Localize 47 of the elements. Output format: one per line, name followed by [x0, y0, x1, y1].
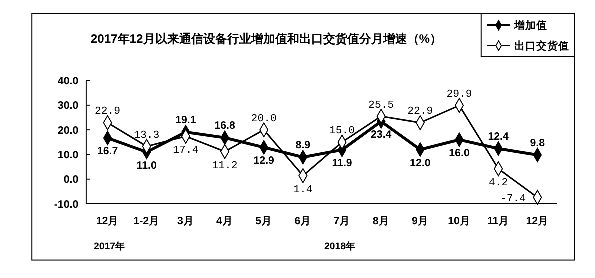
- data-label: 19.1: [176, 114, 196, 127]
- x-tick-label: 4月: [216, 215, 234, 228]
- data-label: 9.8: [530, 137, 546, 150]
- data-label: 11.2: [212, 160, 238, 172]
- data-label: 16.7: [97, 146, 118, 158]
- data-label: 16.8: [214, 120, 236, 132]
- data-label: 1.4: [294, 184, 313, 196]
- x-tick-label: 8月: [372, 215, 390, 228]
- x-tick-label: 6月: [294, 215, 312, 228]
- x-tick-label: 10月: [448, 215, 471, 228]
- y-tick-label: -10.0: [54, 198, 79, 211]
- data-label: 11.9: [332, 158, 352, 170]
- x-tick-label: 12月: [96, 215, 120, 228]
- legend-label: 出口交货值: [514, 40, 570, 53]
- data-label: 4.2: [488, 178, 508, 190]
- data-label: 20.0: [251, 113, 277, 126]
- data-label: 22.9: [408, 106, 434, 118]
- data-label: 11.0: [136, 160, 158, 172]
- x-tick-label: 12月: [526, 215, 550, 228]
- data-label: 12.9: [254, 155, 275, 168]
- x-tick-label: 9月: [412, 215, 429, 228]
- data-label: 25.5: [368, 100, 394, 112]
- data-label: 13.3: [134, 130, 160, 142]
- data-label: 12.0: [410, 157, 431, 170]
- y-tick-label: 30.0: [58, 100, 79, 112]
- y-tick-label: 10.0: [58, 149, 79, 162]
- data-label: 15.0: [329, 126, 356, 138]
- legend-label: 增加值: [513, 19, 548, 32]
- data-label: -7.4: [500, 193, 526, 206]
- y-tick-label: 40.0: [58, 76, 79, 88]
- data-label: 8.9: [296, 140, 311, 152]
- data-label: 16.0: [449, 147, 470, 160]
- text: 2018年: [324, 240, 356, 253]
- chart-title: 2017年12月以来通信设备行业增加值和出口交货值分月增速（%）: [90, 32, 442, 46]
- data-label: 17.4: [173, 144, 199, 157]
- x-tick-label: 3月: [177, 215, 194, 228]
- x-tick-label: 1-2月: [134, 215, 160, 228]
- y-tick-label: 0.0: [64, 174, 79, 186]
- x-tick-label: 11月: [487, 215, 510, 228]
- data-label: 22.9: [94, 106, 121, 118]
- text: 2017年: [94, 240, 126, 253]
- y-tick-label: 20.0: [58, 124, 79, 137]
- data-label: 29.9: [446, 88, 472, 101]
- data-label: 23.4: [370, 129, 392, 142]
- x-tick-label: 7月: [334, 215, 351, 228]
- x-tick-label: 5月: [256, 215, 273, 228]
- data-label: 12.4: [488, 131, 510, 144]
